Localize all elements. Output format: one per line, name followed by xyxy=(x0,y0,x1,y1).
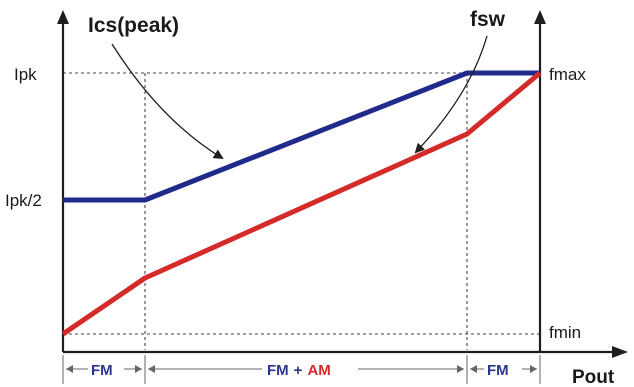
band-fm-right-label: FM xyxy=(487,362,509,379)
right-y-axis-arrow xyxy=(534,10,546,24)
fsw-curve xyxy=(61,71,542,337)
ics-peak-curve xyxy=(63,70,540,203)
ics-peak-label: Ics(peak) xyxy=(88,14,179,37)
fsw-callout-leader xyxy=(414,35,488,154)
ipk-label: Ipk xyxy=(14,65,37,84)
fmin-label: fmin xyxy=(549,323,581,342)
band-fm-left-arrowhead-a xyxy=(66,365,73,373)
band-fm-am-suffix: AM xyxy=(307,362,330,379)
left-y-axis-arrow xyxy=(57,10,69,24)
band-fm-right-arrowhead-a xyxy=(470,365,477,373)
band-fm-am-plus: + xyxy=(294,362,303,379)
x-axis-arrow xyxy=(612,346,628,358)
band-fm-am-label: FM + AM xyxy=(267,362,331,379)
pout-axis-label: Pout xyxy=(572,367,615,387)
ics-callout-leader xyxy=(111,43,224,160)
band-fm-left-arrowhead-b xyxy=(135,365,142,373)
band-fm-am-prefix: FM xyxy=(267,362,289,379)
fmax-label: fmax xyxy=(549,65,586,84)
band-fm-right-arrowhead-b xyxy=(530,365,537,373)
ipk-half-label: Ipk/2 xyxy=(5,191,42,210)
band-fmam-arrowhead-a xyxy=(148,365,155,373)
band-fmam-arrowhead-b xyxy=(457,365,464,373)
fsw-label: fsw xyxy=(470,8,506,31)
band-fm-left-label: FM xyxy=(91,362,113,379)
